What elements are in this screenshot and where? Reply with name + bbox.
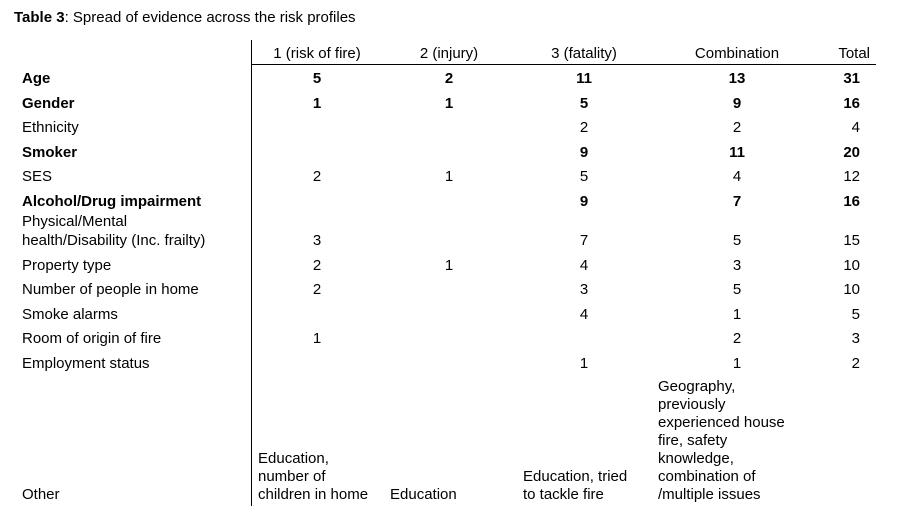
other-cell-line: children in home: [258, 486, 369, 503]
table-cell: 1: [579, 355, 589, 372]
total-cell: 3: [851, 330, 860, 347]
row-label: Gender: [22, 95, 75, 112]
column-header: 3 (fatality): [551, 45, 617, 62]
table-cell: 13: [728, 70, 746, 87]
row-label: Age: [22, 70, 51, 87]
table-caption: Table 3: Spread of evidence across the r…: [14, 9, 356, 26]
row-label: SES: [22, 168, 53, 185]
column-header: Combination: [694, 45, 780, 62]
table-cell: 9: [732, 95, 742, 112]
row-label: Number of people in home: [22, 281, 199, 298]
table-cell: 9: [579, 144, 589, 161]
table-cell: 11: [576, 70, 592, 87]
total-cell: 31: [843, 70, 860, 87]
table-caption-label: Table 3: [14, 9, 65, 26]
table-cell: 1: [312, 95, 322, 112]
column-divider: [251, 40, 252, 506]
row-label: Smoker: [22, 144, 78, 161]
table-cell: 9: [579, 193, 589, 210]
table-cell: 2: [312, 281, 322, 298]
row-label: Ethnicity: [22, 119, 79, 136]
total-cell: 10: [843, 257, 860, 274]
other-cell-line: number of: [258, 468, 326, 485]
column-header-total: Total: [838, 45, 870, 62]
other-cell-line: to tackle fire: [523, 486, 604, 503]
row-label: Employment status: [22, 355, 150, 372]
other-cell-line: knowledge,: [658, 450, 734, 467]
row-label: Physical/Mental: [22, 213, 128, 230]
table-cell: 5: [732, 281, 742, 298]
table-cell: 2: [312, 168, 322, 185]
total-cell: 5: [851, 306, 860, 323]
row-label: Other: [22, 486, 60, 503]
row-label: health/Disability (Inc. frailty): [22, 232, 206, 249]
table-cell: 5: [579, 168, 589, 185]
table-cell: 4: [732, 168, 742, 185]
table-cell: 5: [579, 95, 589, 112]
table-cell: 2: [732, 119, 742, 136]
table-cell: 7: [579, 232, 589, 249]
total-cell: 12: [843, 168, 860, 185]
table-cell: 1: [732, 355, 742, 372]
table-cell: 4: [579, 257, 589, 274]
total-cell: 4: [851, 119, 860, 136]
column-header: 1 (risk of fire): [273, 45, 361, 62]
total-cell: 20: [843, 144, 860, 161]
table-cell: 3: [732, 257, 742, 274]
table-cell: 1: [444, 257, 454, 274]
table-cell: 5: [732, 232, 742, 249]
other-cell-line: fire, safety: [658, 432, 728, 449]
table-cell: 1: [732, 306, 742, 323]
table-cell: 2: [444, 70, 454, 87]
header-underline: [251, 64, 876, 65]
table-cell: 2: [312, 257, 322, 274]
table-cell: 3: [579, 281, 589, 298]
other-cell-line: experienced house: [658, 414, 785, 431]
total-cell: 15: [843, 232, 860, 249]
table-cell: 1: [444, 95, 454, 112]
table-cell: 2: [732, 330, 742, 347]
table-cell: 1: [312, 330, 322, 347]
other-cell-line: Geography,: [658, 378, 736, 395]
table-caption-text: : Spread of evidence across the risk pro…: [64, 9, 356, 26]
other-cell-line: Education,: [258, 450, 329, 467]
column-header: 2 (injury): [419, 45, 479, 62]
table-cell: 3: [312, 232, 322, 249]
table-cell: 4: [579, 306, 589, 323]
other-cell-line: /multiple issues: [658, 486, 761, 503]
row-label: Smoke alarms: [22, 306, 118, 323]
total-cell: 10: [843, 281, 860, 298]
other-cell-line: Education, tried: [523, 468, 628, 485]
total-cell: 16: [843, 193, 860, 210]
other-cell-line: Education: [390, 486, 457, 503]
total-cell: 16: [843, 95, 860, 112]
table-cell: 1: [444, 168, 454, 185]
table-cell: 2: [579, 119, 589, 136]
table-cell: 5: [312, 70, 322, 87]
row-label: Property type: [22, 257, 112, 274]
other-cell-line: previously: [658, 396, 726, 413]
other-cell-line: combination of: [658, 468, 756, 485]
table-cell: 7: [732, 193, 742, 210]
total-cell: 2: [851, 355, 860, 372]
table-cell: 11: [729, 144, 745, 161]
row-label: Alcohol/Drug impairment: [22, 193, 202, 210]
row-label: Room of origin of fire: [22, 330, 162, 347]
